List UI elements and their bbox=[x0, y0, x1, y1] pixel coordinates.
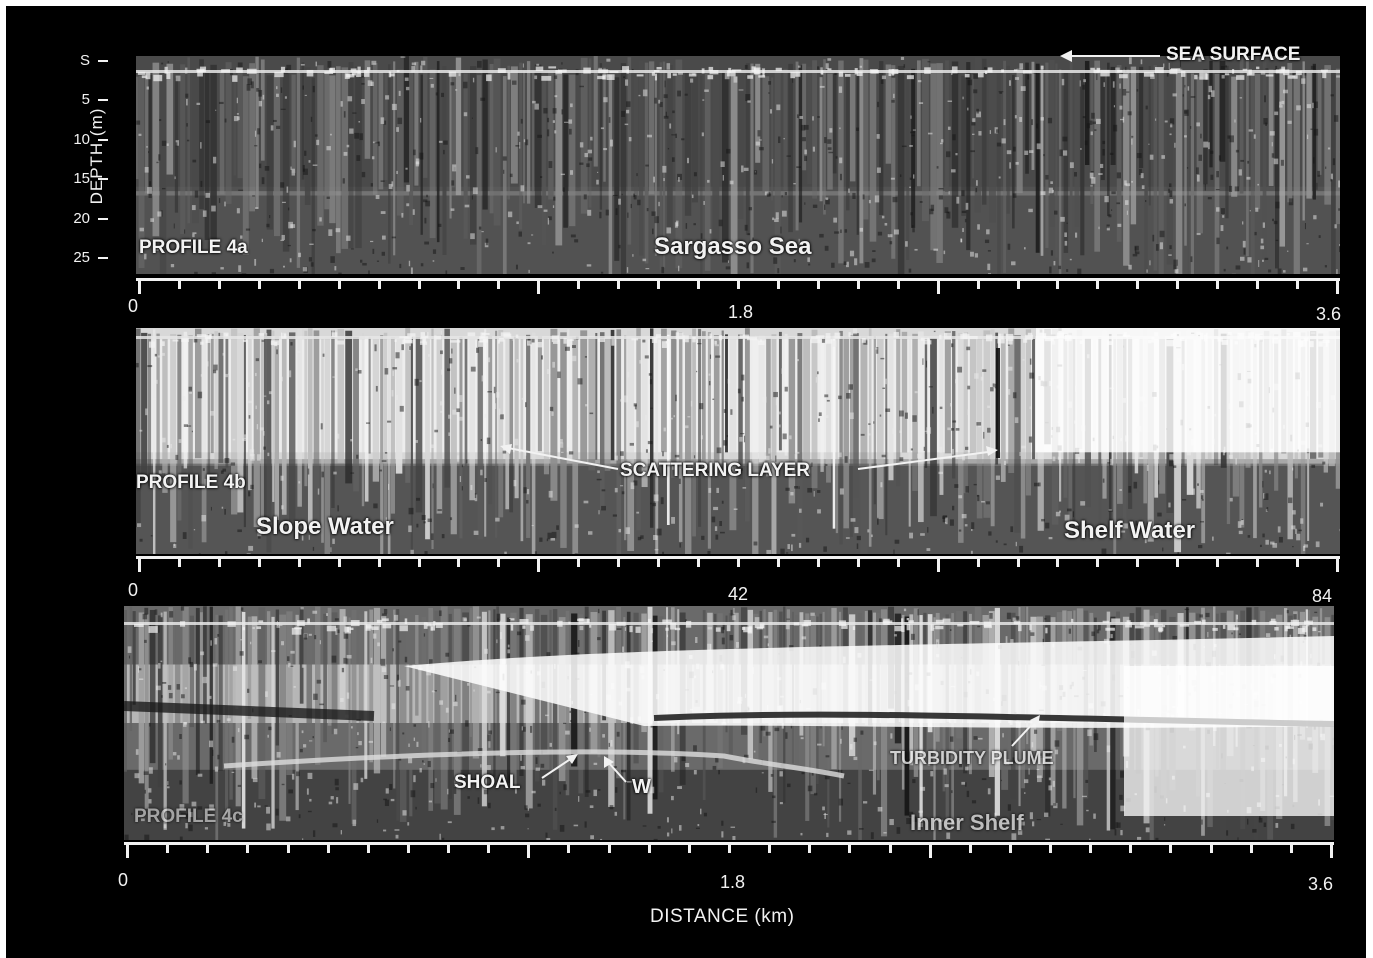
distance-tick-label: 3.6 bbox=[1316, 304, 1342, 324]
distance-tick-label: 0 bbox=[128, 580, 139, 600]
echogram-texture bbox=[136, 328, 1340, 554]
depth-tick: 25 bbox=[68, 249, 108, 266]
depth-tick: 10 bbox=[68, 131, 108, 148]
distance-ruler-4c bbox=[124, 842, 1334, 858]
depth-tick: 15 bbox=[68, 170, 108, 187]
distance-tick-label: 3.6 bbox=[1308, 874, 1334, 894]
profile-panel-4a bbox=[136, 56, 1340, 274]
scattering-layer-pointers bbox=[500, 444, 998, 470]
distance-ruler-4a bbox=[136, 278, 1340, 294]
depth-tick: S bbox=[68, 52, 108, 69]
depth-tick: 5 bbox=[68, 91, 108, 108]
region-label: Inner Shelf bbox=[910, 810, 1024, 835]
profile-label: PROFILE 4a bbox=[139, 237, 248, 258]
echogram-texture bbox=[136, 56, 1340, 274]
echogram-texture bbox=[124, 606, 1334, 840]
shoal-annotation: SHOAL bbox=[454, 772, 521, 793]
sea-surface-annotation: SEA SURFACE bbox=[1166, 44, 1301, 65]
distance-tick-label: 0 bbox=[118, 870, 129, 890]
turbidity-plume-pointer bbox=[1011, 715, 1040, 747]
distance-tick-label: 0 bbox=[128, 296, 139, 316]
distance-axis-label: DISTANCE (km) bbox=[650, 906, 795, 927]
distance-tick-label: 84 bbox=[1312, 586, 1333, 606]
sea-surface-arrow bbox=[1060, 50, 1160, 62]
region-label: Slope Water bbox=[256, 513, 394, 540]
profile-label: PROFILE 4b bbox=[136, 472, 246, 493]
distance-tick-label: 1.8 bbox=[728, 302, 754, 322]
turbidity-plume-annotation: TURBIDITY PLUME bbox=[890, 748, 1054, 768]
depth-axis-label: DEPTH (m) bbox=[87, 107, 106, 205]
shoal-pointers bbox=[541, 754, 627, 783]
w-annotation: W bbox=[632, 776, 651, 798]
depth-tick: 20 bbox=[68, 210, 108, 227]
distance-tick-label: 42 bbox=[728, 584, 749, 604]
region-label: Shelf Water bbox=[1064, 517, 1196, 544]
distance-ruler-4b bbox=[136, 556, 1340, 572]
region-label: Sargasso Sea bbox=[654, 233, 812, 260]
profile-panel-4c bbox=[124, 606, 1334, 840]
scattering-layer-annotation: SCATTERING LAYER bbox=[620, 460, 811, 481]
acoustic-profile-figure: DEPTH (m) S 5 10 15 20 25 0 1.8 3.6 PROF… bbox=[6, 6, 1366, 958]
profile-label: PROFILE 4c bbox=[134, 806, 243, 827]
distance-tick-label: 1.8 bbox=[720, 872, 746, 892]
profile-panel-4b bbox=[136, 328, 1340, 554]
